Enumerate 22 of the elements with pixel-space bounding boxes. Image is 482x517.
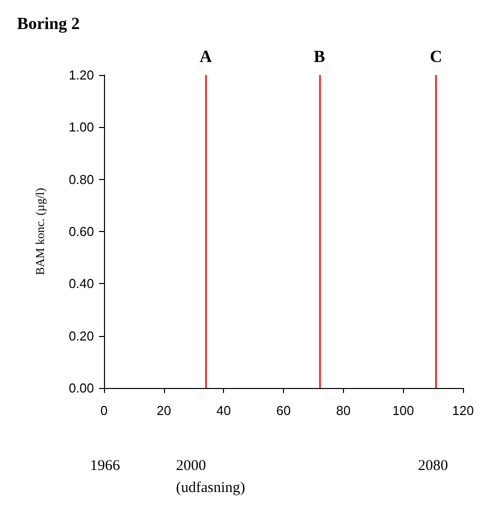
- text: 2080: [418, 458, 448, 474]
- y-tick-label: 1.00: [68, 120, 94, 135]
- x-tick-label: 100: [392, 403, 414, 418]
- y-tick-label: 0.80: [68, 172, 94, 187]
- x-tick-label: 0: [100, 403, 108, 418]
- ref-line-label: B: [314, 47, 326, 66]
- text: 2000 (udfasning): [176, 458, 246, 496]
- y-tick-label: 0.40: [68, 276, 94, 292]
- x-tick-label: 20: [156, 403, 172, 418]
- y-axis-title: BAM konc. (µg/l): [33, 188, 47, 276]
- ref-line-label: C: [430, 47, 442, 66]
- text: 1966: [90, 458, 120, 474]
- x-tick-label: 120: [452, 403, 474, 418]
- y-tick-label: 0.60: [68, 224, 94, 239]
- chart-title: Boring 2: [17, 14, 80, 33]
- y-tick-label: 1.20: [68, 68, 94, 82]
- ref-line-label: A: [200, 47, 213, 66]
- x-tick-label: 80: [336, 403, 351, 418]
- y-tick-label: 0.20: [68, 328, 94, 344]
- y-tick-label: 0.00: [68, 380, 94, 396]
- x-tick-label: 60: [276, 403, 291, 418]
- x-tick-label: 40: [216, 403, 231, 418]
